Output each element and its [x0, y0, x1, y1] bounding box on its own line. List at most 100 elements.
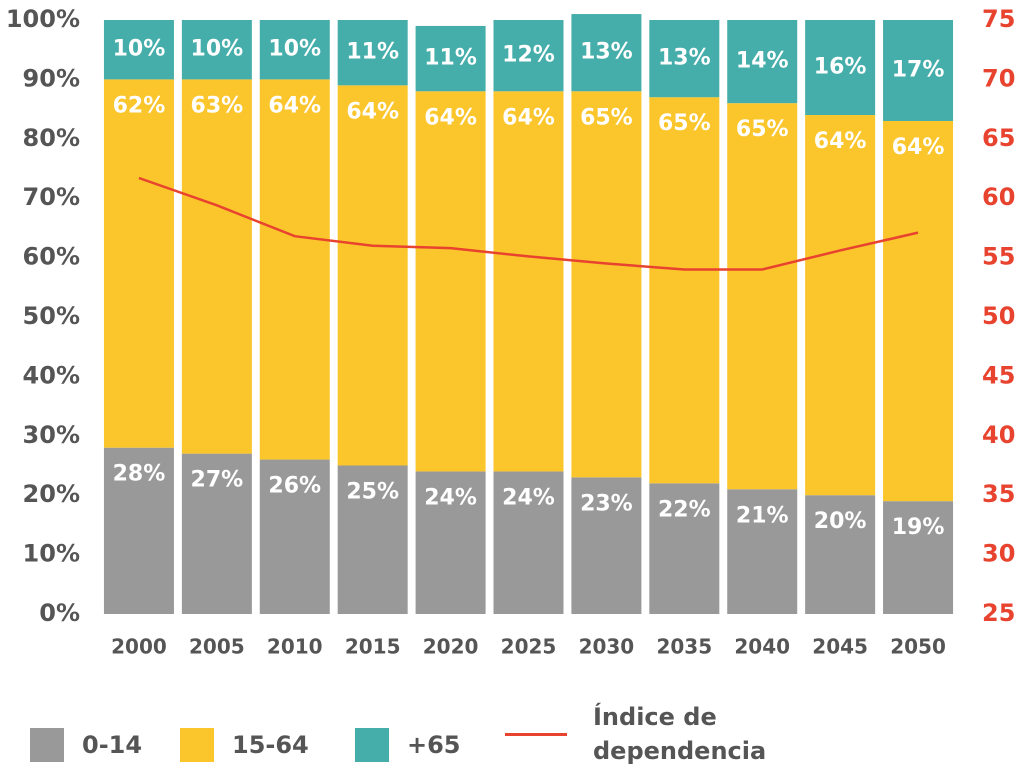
data-label: 65%	[580, 105, 633, 130]
data-label: 10%	[268, 37, 321, 62]
bar-segment	[805, 20, 876, 116]
legend-swatch	[30, 728, 64, 762]
line	[138, 176, 919, 271]
data-label: 13%	[658, 46, 711, 71]
bar-segment	[883, 501, 954, 614]
bar-segment	[337, 85, 408, 466]
bar-segment	[259, 459, 330, 614]
y-tick-label: 10%	[23, 540, 80, 568]
data-label: 64%	[892, 135, 945, 160]
bar-segment	[493, 20, 564, 92]
y2-tick-label: 65	[982, 124, 1015, 152]
bar-segment	[571, 14, 642, 92]
y2-tick-label: 50	[982, 302, 1015, 330]
data-label: 24%	[424, 485, 477, 510]
y2-tick-label: 75	[982, 5, 1015, 33]
bar-segment	[805, 115, 876, 496]
data-label: 11%	[424, 46, 477, 71]
legend-label: Índice de dependencia	[593, 703, 767, 765]
data-label: 28%	[113, 462, 166, 487]
bar-segment	[259, 20, 330, 80]
x-tick-label: 2005	[189, 635, 245, 659]
y2-tick-label: 35	[982, 480, 1015, 508]
bar-segment	[181, 79, 252, 454]
y-tick-label: 80%	[23, 124, 80, 152]
data-label: 16%	[814, 55, 867, 80]
bar-segment	[415, 25, 486, 92]
bar-segment	[727, 489, 798, 614]
data-label: 64%	[502, 105, 555, 130]
data-label: 17%	[892, 57, 945, 82]
data-label: 64%	[424, 105, 477, 130]
legend-item: Índice de dependencia	[505, 700, 773, 768]
bar-segment	[181, 453, 252, 614]
bar-segment	[883, 120, 954, 502]
y-tick-label: 100%	[6, 5, 80, 33]
bar-segment	[415, 471, 486, 614]
bar-segment	[337, 20, 408, 86]
y2-tick-label: 30	[982, 540, 1015, 568]
y2-tick-label: 40	[982, 421, 1015, 449]
data-label: 13%	[580, 40, 633, 65]
legend-swatch	[180, 728, 214, 762]
y2-tick-label: 45	[982, 361, 1015, 389]
y-tick-label: 20%	[23, 480, 80, 508]
bar-segment	[649, 483, 720, 614]
bar-segment	[493, 471, 564, 614]
legend-label: +65	[407, 731, 461, 759]
y2-tick-label: 25	[982, 599, 1015, 627]
bar-segment	[415, 91, 486, 472]
x-tick-label: 2020	[423, 635, 479, 659]
y-tick-label: 40%	[23, 361, 80, 389]
bar-segment	[259, 79, 330, 460]
x-tick-label: 2035	[656, 635, 712, 659]
bar-segment	[103, 447, 174, 614]
x-tick-label: 2045	[812, 635, 868, 659]
x-tick-label: 2040	[734, 635, 790, 659]
x-tick-label: 2010	[267, 635, 323, 659]
y2-tick-label: 60	[982, 183, 1015, 211]
legend-item: +65	[355, 728, 461, 762]
legend: 0-14 15-64 +65 Índice de dependencia	[0, 700, 1019, 780]
data-label: 62%	[113, 93, 166, 118]
data-label: 23%	[580, 491, 633, 516]
data-label: 65%	[658, 111, 711, 136]
bar-segment	[493, 91, 564, 472]
x-tick-label: 2030	[579, 635, 635, 659]
data-label: 27%	[191, 468, 244, 493]
data-label: 22%	[658, 497, 711, 522]
x-tick-label: 2000	[111, 635, 167, 659]
y2-tick-label: 55	[982, 243, 1015, 271]
data-label: 12%	[502, 43, 555, 68]
bar-segment	[805, 495, 876, 614]
bar-segment	[571, 477, 642, 614]
x-tick-label: 2015	[345, 635, 401, 659]
data-label: 64%	[268, 93, 321, 118]
legend-swatch	[355, 728, 389, 762]
data-label: 25%	[346, 480, 399, 505]
data-label: 65%	[736, 117, 789, 142]
y-tick-label: 60%	[23, 243, 80, 271]
bar-segment	[337, 465, 408, 614]
data-label: 24%	[502, 485, 555, 510]
data-label: 64%	[346, 99, 399, 124]
chart: 0% 10% 20% 30% 40% 50% 60% 70% 80% 90% 100% 25 30 35 4…	[6, 5, 1016, 659]
data-label: 14%	[736, 49, 789, 74]
bar-segment	[727, 103, 798, 490]
bar-segment	[571, 91, 642, 478]
data-label: 11%	[346, 40, 399, 65]
bar-segment	[103, 79, 174, 448]
data-label: 19%	[892, 515, 945, 540]
data-label: 26%	[268, 474, 321, 499]
y2-tick-label: 70	[982, 64, 1015, 92]
legend-label: 0-14	[82, 731, 143, 759]
x-tick-label: 2025	[501, 635, 557, 659]
x-tick-label: 2050	[890, 635, 946, 659]
data-label: 20%	[814, 509, 867, 534]
data-label: 10%	[191, 37, 244, 62]
legend-item: 0-14	[30, 728, 142, 762]
y-tick-label: 90%	[23, 64, 80, 92]
legend-item: 15-64	[180, 728, 309, 762]
y-tick-label: 50%	[23, 302, 80, 330]
